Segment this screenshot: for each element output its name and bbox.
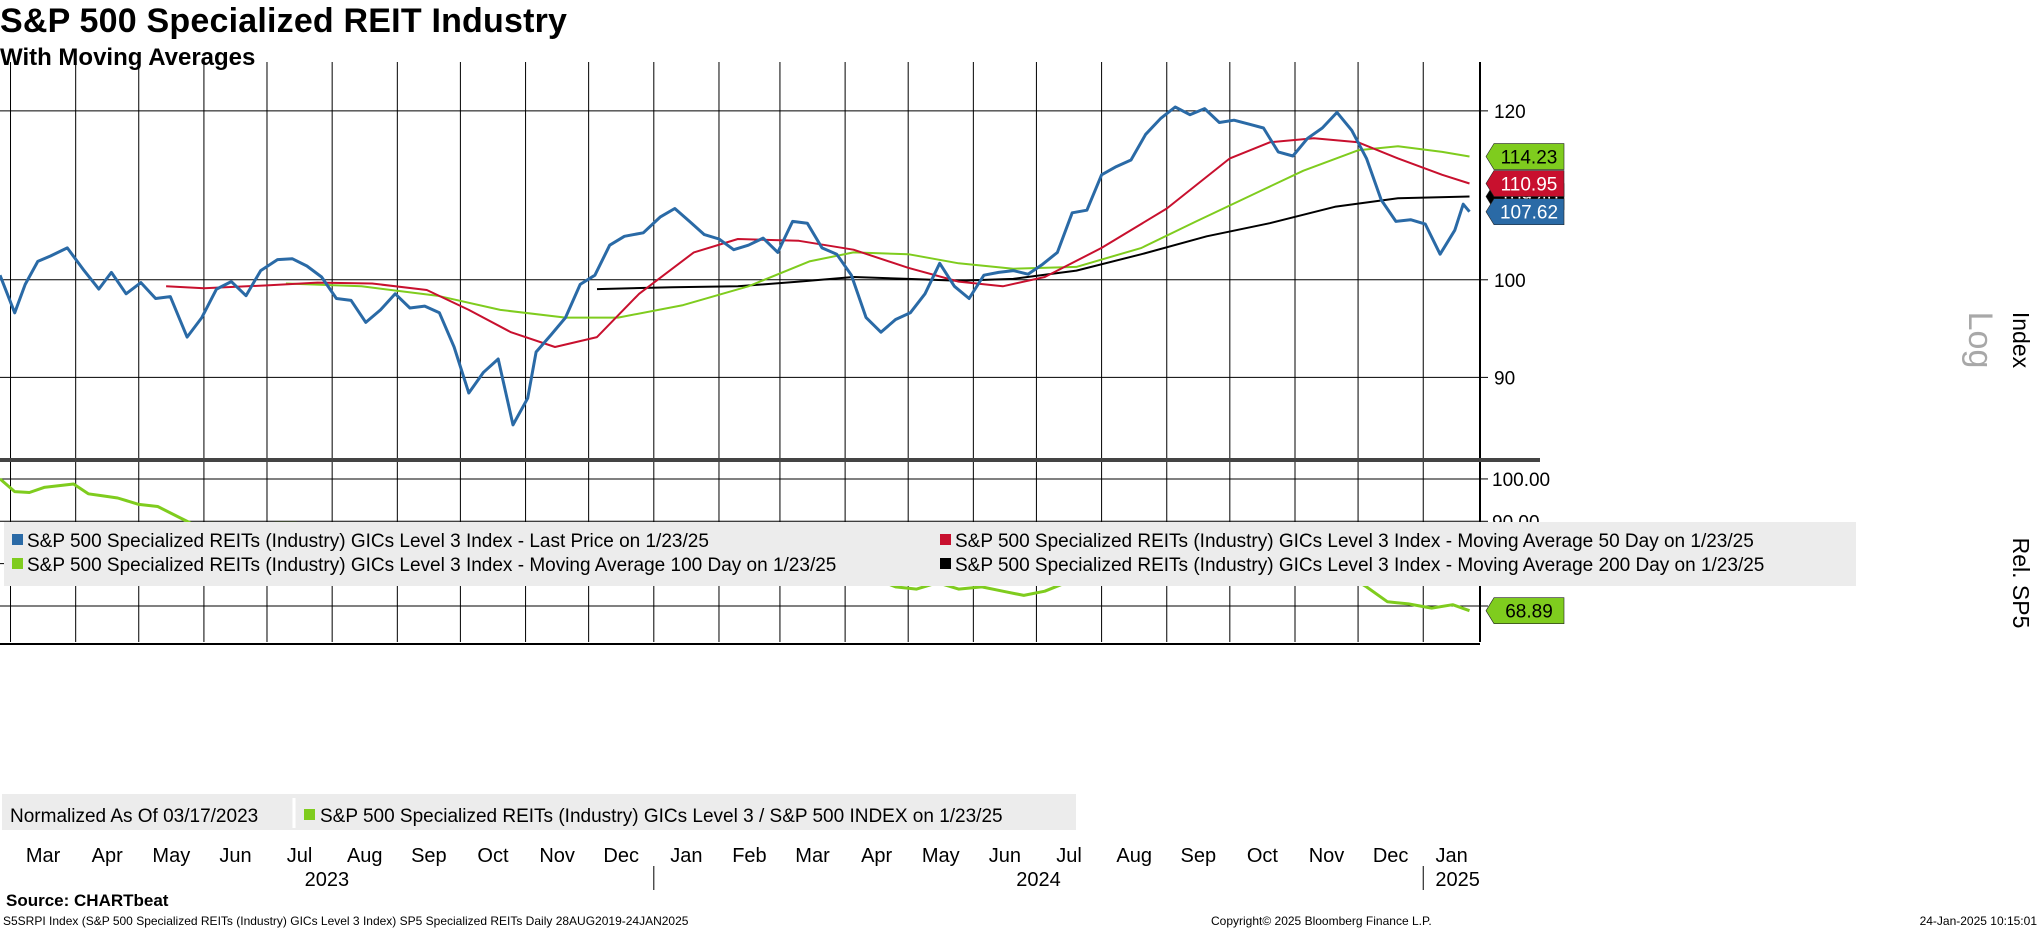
last-value-ma50-box (1485, 170, 1565, 197)
footer-copyright: Copyright© 2025 Bloomberg Finance L.P. (1211, 914, 1432, 928)
y-tick-label: 100.00 (1492, 470, 1550, 491)
y-tick-label: 90 (1494, 368, 1515, 389)
chart-title: S&P 500 Specialized REIT Industry (0, 2, 568, 40)
legend-item-ma100-label: S&P 500 Specialized REITs (Industry) GIC… (27, 555, 836, 576)
x-tick-label: Jul (1056, 845, 1082, 867)
x-tick-label: Aug (347, 845, 383, 867)
y-tick-label: 100 (1494, 271, 1526, 292)
x-tick-label: Oct (477, 845, 509, 867)
legend-item-ma200-label: S&P 500 Specialized REITs (Industry) GIC… (955, 555, 1764, 576)
x-tick-label: Jun (219, 845, 251, 867)
x-tick-label: Mar (795, 845, 830, 867)
legend-item-last-price-label: S&P 500 Specialized REITs (Industry) GIC… (27, 531, 709, 552)
last-value-ma50-text: 110.95 (1501, 175, 1558, 196)
x-tick-label: Apr (92, 845, 123, 867)
x-tick-label: Dec (603, 845, 639, 867)
legend-lower: Normalized As Of 03/17/2023 S&P 500 Speci… (2, 794, 1076, 830)
footer-series-info: S5SRPI Index (S&P 500 Specialized REITs … (3, 914, 689, 928)
legend-item-ma50-swatch (940, 534, 951, 545)
legend-normalized-note: Normalized As Of 03/17/2023 (10, 806, 258, 827)
y-axis-title: Index (2008, 312, 2034, 369)
x-tick-label: Jan (670, 845, 702, 867)
last-value-price: 107.62 (1485, 198, 1565, 226)
last-value-ma100: 114.23 (1485, 143, 1565, 170)
x-tick-label: Nov (1309, 845, 1345, 867)
x-tick-label: Mar (26, 845, 61, 867)
x-tick-label: May (922, 845, 960, 867)
legend-item-relative-label: S&P 500 Specialized REITs (Industry) GIC… (320, 806, 1003, 827)
x-tick-label: Nov (539, 845, 575, 867)
x-tick-label: Apr (861, 845, 892, 867)
x-year-label: 2025 (1435, 869, 1480, 891)
last-value-relative-box (1485, 597, 1565, 625)
x-axis-labels: Mar Apr May Jun Jul Aug Sep Oct Nov Dec Jan Feb Mar A… (26, 845, 1480, 891)
y-axis-title: Rel. SP5 (2008, 538, 2034, 629)
x-tick-label: May (152, 845, 190, 867)
legend-item-last-price-swatch (12, 534, 23, 545)
x-tick-label: Sep (1180, 845, 1216, 867)
legend-item-ma200-swatch (940, 558, 951, 569)
last-value-price-box (1485, 198, 1565, 226)
series-line-ma200 (596, 195, 1470, 291)
footer-timestamp: 24-Jan-2025 10:15:01 (1919, 914, 2037, 928)
legend-item-relative-swatch (304, 809, 315, 820)
last-value-ma100-text: 114.23 (1501, 148, 1558, 169)
x-tick-label: Aug (1116, 845, 1152, 867)
chart-subtitle: With Moving Averages (0, 44, 256, 71)
x-tick-label: Jan (1435, 845, 1467, 867)
log-scale-watermark: Log (1961, 312, 1999, 369)
y-tick-label: 120 (1494, 102, 1526, 123)
legend-item-ma50-label: S&P 500 Specialized REITs (Industry) GIC… (955, 531, 1754, 552)
x-year-label: 2023 (305, 869, 350, 891)
last-value-price-text: 107.62 (1500, 203, 1558, 224)
legend-upper: S&P 500 Specialized REITs (Industry) GIC… (4, 522, 1856, 586)
x-tick-label: Dec (1373, 845, 1409, 867)
source-note: Source: CHARTbeat (6, 891, 169, 910)
x-tick-label: Jul (287, 845, 313, 867)
legend-item-ma100-swatch (12, 558, 23, 569)
series-line-last-price (0, 105, 1471, 427)
last-value-relative-text: 68.89 (1505, 602, 1553, 623)
x-tick-label: Jun (989, 845, 1021, 867)
series-line-ma100 (285, 145, 1470, 319)
x-tick-label: Sep (411, 845, 447, 867)
legend-background (4, 522, 1856, 586)
x-tick-label: Feb (732, 845, 766, 867)
last-value-ma100-box (1485, 143, 1565, 170)
series-line-ma50 (166, 137, 1470, 348)
last-value-ma50: 110.95 (1485, 170, 1565, 197)
x-year-label: 2024 (1016, 869, 1061, 891)
legend-background (2, 794, 1076, 830)
last-value-relative: 68.89 (1485, 597, 1565, 625)
x-tick-label: Oct (1247, 845, 1279, 867)
